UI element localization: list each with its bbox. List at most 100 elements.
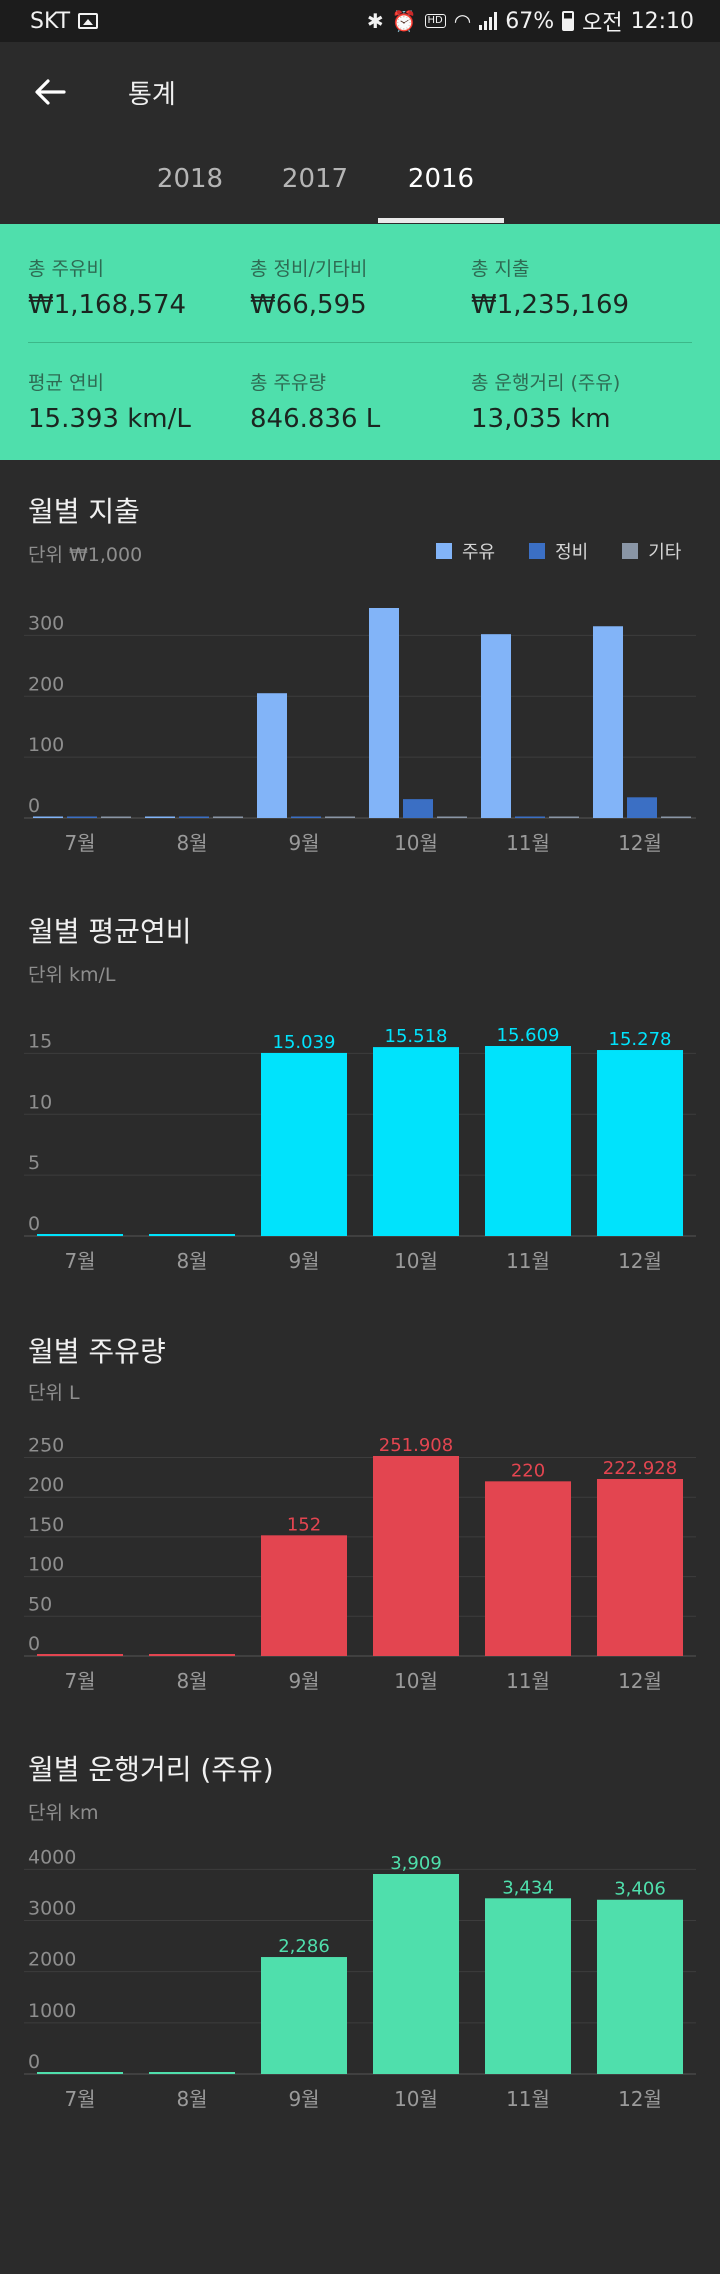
bar[interactable] (597, 1479, 683, 1656)
bar-maintenance[interactable] (515, 816, 545, 819)
x-tick-label: 7월 (64, 831, 95, 855)
x-tick-label: 9월 (288, 2087, 319, 2111)
y-tick-label: 1000 (28, 2000, 76, 2022)
avg-efficiency-value: 15.393 km/L (28, 404, 191, 434)
app-bar: 통계 (0, 42, 720, 142)
bar-fuel[interactable] (369, 608, 399, 818)
total-fuel-cost-label: 총 주유비 (28, 258, 104, 280)
expense-legend: 주유 정비 기타 (436, 538, 681, 564)
legend-maintenance-swatch (529, 543, 546, 559)
tab-2016[interactable]: 2016 (407, 164, 475, 194)
x-tick-label: 9월 (288, 1249, 319, 1273)
hd-voice-icon: HD (424, 14, 446, 28)
x-tick-label: 8월 (176, 831, 207, 855)
bar[interactable] (37, 1654, 123, 1656)
total-volume-label: 총 주유량 (250, 372, 326, 394)
bar-maintenance[interactable] (179, 816, 209, 819)
bar-maintenance[interactable] (627, 797, 657, 818)
bar[interactable] (373, 1874, 459, 2074)
tab-2018[interactable]: 2018 (156, 164, 224, 194)
bar-fuel[interactable] (33, 816, 63, 819)
clock-ampm: 오전 (582, 11, 623, 36)
y-tick-label: 150 (28, 1514, 64, 1536)
x-tick-label: 11월 (506, 2087, 550, 2111)
bar[interactable] (373, 1456, 459, 1656)
data-label: 222.928 (603, 1458, 677, 1479)
bar[interactable] (261, 1052, 347, 1236)
bar-other[interactable] (325, 816, 355, 819)
efficiency-chart-unit: 단위 km/L (28, 964, 116, 986)
x-tick-label: 12월 (618, 1249, 662, 1273)
bar[interactable] (149, 1234, 235, 1236)
bar-other[interactable] (213, 816, 243, 819)
total-maintenance-value: ₩66,595 (250, 290, 367, 320)
y-tick-label: 0 (28, 2051, 40, 2073)
bar[interactable] (485, 1898, 571, 2074)
bar-other[interactable] (549, 816, 579, 819)
bar-maintenance[interactable] (291, 816, 321, 819)
y-tick-label: 2000 (28, 1949, 76, 1971)
x-tick-label: 10월 (394, 1669, 438, 1693)
total-expense-value: ₩1,235,169 (471, 290, 630, 320)
bar[interactable] (149, 1654, 235, 1656)
summary-panel: 총 주유비 ₩1,168,574 총 정비/기타비 ₩66,595 총 지출 ₩… (0, 224, 720, 460)
signal-icon (479, 12, 498, 30)
total-distance-label: 총 운행거리 (주유) (471, 372, 621, 394)
bar-maintenance[interactable] (67, 816, 97, 819)
bar[interactable] (485, 1046, 571, 1236)
x-tick-label: 11월 (506, 1249, 550, 1273)
y-tick-label: 3000 (28, 1898, 76, 1920)
bar[interactable] (261, 1535, 347, 1656)
battery-icon (562, 11, 575, 31)
bar-fuel[interactable] (145, 816, 175, 819)
clock-time: 12:10 (630, 8, 694, 34)
bar-maintenance[interactable] (403, 799, 433, 818)
distance-chart: 0 1000 2000 3000 4000 7월 8월 2,286 9월 3,909 10월 3,43… (0, 1838, 720, 2128)
efficiency-chart: 0 5 10 15 7월 8월 15.039 9월 15.518 10월 15.609 11월 15.2… (0, 1000, 720, 1290)
total-fuel-cost-value: ₩1,168,574 (28, 290, 187, 320)
y-tick-label: 100 (28, 734, 64, 756)
bar-fuel[interactable] (257, 693, 287, 818)
bar[interactable] (373, 1047, 459, 1236)
expense-chart-title: 월별 지출 (28, 495, 140, 528)
y-tick-label: 50 (28, 1593, 52, 1615)
y-tick-label: 0 (28, 1213, 40, 1235)
total-distance-value: 13,035 km (471, 404, 611, 434)
bar[interactable] (37, 1234, 123, 1236)
bar-other[interactable] (661, 816, 691, 819)
summary-divider (28, 342, 692, 343)
bar-other[interactable] (101, 816, 131, 819)
wifi-icon: ◠ (453, 9, 472, 33)
x-tick-label: 7월 (64, 2087, 95, 2111)
page-title: 통계 (128, 80, 176, 110)
bar[interactable] (485, 1481, 571, 1656)
y-tick-label: 100 (28, 1554, 64, 1576)
tab-indicator (378, 218, 504, 223)
bar-fuel[interactable] (593, 626, 623, 818)
data-label: 15.039 (273, 1032, 336, 1053)
x-tick-label: 9월 (288, 831, 319, 855)
bar[interactable] (261, 1957, 347, 2074)
battery-percent: 67% (505, 8, 555, 34)
alarm-icon: ⏰ (391, 9, 417, 33)
y-tick-label: 4000 (28, 1846, 76, 1868)
bar-fuel[interactable] (481, 634, 511, 818)
arrow-back-icon (35, 79, 66, 105)
x-tick-label: 10월 (394, 831, 438, 855)
distance-chart-unit: 단위 km (28, 1802, 99, 1824)
data-label: 3,406 (614, 1879, 666, 1900)
bar[interactable] (37, 2072, 123, 2074)
back-button[interactable] (30, 72, 70, 112)
bar[interactable] (149, 2072, 235, 2074)
x-tick-label: 8월 (176, 1669, 207, 1693)
tab-2017[interactable]: 2017 (281, 164, 349, 194)
bar[interactable] (597, 1050, 683, 1236)
x-tick-label: 7월 (64, 1669, 95, 1693)
bar-other[interactable] (437, 816, 467, 819)
data-label: 15.518 (385, 1026, 448, 1047)
expense-chart-unit: 단위 ₩1,000 (28, 544, 143, 566)
y-tick-label: 250 (28, 1435, 64, 1457)
data-label: 251.908 (379, 1435, 453, 1456)
bar[interactable] (597, 1899, 683, 2074)
x-tick-label: 12월 (618, 2087, 662, 2111)
